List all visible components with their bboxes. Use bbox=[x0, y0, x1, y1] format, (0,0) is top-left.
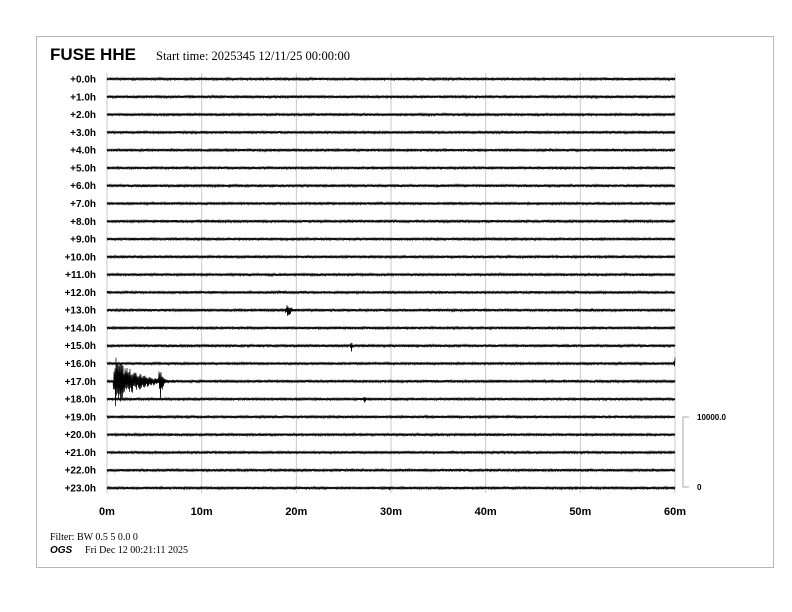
row-label: +19.0h bbox=[65, 412, 96, 423]
row-label: +17.0h bbox=[65, 377, 96, 388]
start-time: Start time: 2025345 12/11/25 00:00:00 bbox=[156, 49, 350, 63]
seismic-trace-row bbox=[106, 254, 676, 260]
amplitude-scale-bar: 10000.0 0 bbox=[682, 413, 726, 492]
row-label: +21.0h bbox=[65, 448, 96, 459]
x-tick-label: 30m bbox=[380, 506, 402, 518]
x-tick-label: 20m bbox=[285, 506, 307, 518]
plot-frame bbox=[36, 36, 774, 568]
scale-top-label: 10000.0 bbox=[697, 413, 726, 422]
row-label: +5.0h bbox=[70, 163, 96, 174]
row-label: +11.0h bbox=[65, 270, 96, 281]
x-tick-label: 60m bbox=[664, 506, 686, 518]
generated-timestamp: Fri Dec 12 00:21:11 2025 bbox=[85, 545, 188, 556]
seismic-trace-row bbox=[106, 342, 676, 352]
seismic-trace-row bbox=[106, 271, 676, 278]
seismic-trace-row bbox=[106, 129, 676, 135]
row-label: +0.0h bbox=[70, 75, 96, 86]
ogs-logo: OGS bbox=[50, 545, 73, 556]
row-label: +16.0h bbox=[65, 359, 96, 370]
seismic-trace-row bbox=[106, 414, 676, 420]
seismic-trace-row bbox=[106, 183, 676, 189]
seismic-trace-row bbox=[106, 325, 676, 331]
row-label: +4.0h bbox=[70, 146, 96, 157]
row-label: +22.0h bbox=[65, 466, 96, 477]
seismic-trace-row bbox=[106, 432, 676, 438]
row-label: +15.0h bbox=[65, 341, 96, 352]
seismic-trace-row bbox=[106, 467, 676, 473]
seismic-trace-row bbox=[106, 357, 676, 407]
x-tick-label: 0m bbox=[99, 506, 115, 518]
row-label: +3.0h bbox=[70, 128, 96, 139]
seismic-trace-row bbox=[106, 111, 676, 118]
seismic-trace-row bbox=[106, 147, 676, 153]
station-title: FUSE HHE bbox=[50, 45, 136, 64]
seismic-trace-row bbox=[106, 485, 676, 491]
scale-bottom-label: 0 bbox=[697, 483, 702, 492]
filter-info: Filter: BW 0.5 5 0.0 0 bbox=[50, 532, 138, 543]
row-label: +9.0h bbox=[70, 235, 96, 246]
seismic-trace-row bbox=[106, 289, 676, 295]
seismic-trace-row bbox=[106, 200, 676, 207]
seismic-trace-row bbox=[106, 76, 676, 82]
row-label: +8.0h bbox=[70, 217, 96, 228]
seismic-trace-row bbox=[106, 165, 676, 171]
row-label: +1.0h bbox=[70, 92, 96, 103]
seismic-trace-row bbox=[106, 449, 676, 456]
row-label: +20.0h bbox=[65, 430, 96, 441]
row-label: +23.0h bbox=[65, 484, 96, 495]
footer: OGS Fri Dec 12 00:21:11 2025 bbox=[50, 545, 188, 556]
seismic-trace-row bbox=[106, 357, 676, 367]
row-label: +10.0h bbox=[65, 252, 96, 263]
row-label: +2.0h bbox=[70, 110, 96, 121]
scale-bracket bbox=[682, 416, 689, 488]
seismic-trace-row bbox=[106, 236, 676, 242]
x-tick-label: 10m bbox=[191, 506, 213, 518]
x-tick-label: 50m bbox=[569, 506, 591, 518]
row-label: +7.0h bbox=[70, 199, 96, 210]
row-label: +18.0h bbox=[65, 395, 96, 406]
row-label: +14.0h bbox=[65, 323, 96, 334]
seismic-trace-row bbox=[106, 396, 676, 403]
seismic-trace-row bbox=[106, 304, 676, 316]
row-label: +13.0h bbox=[65, 306, 96, 317]
seismic-trace-row bbox=[106, 94, 676, 100]
row-label: +6.0h bbox=[70, 181, 96, 192]
x-tick-label: 40m bbox=[475, 506, 497, 518]
row-label: +12.0h bbox=[65, 288, 96, 299]
seismic-trace-row bbox=[106, 218, 676, 224]
